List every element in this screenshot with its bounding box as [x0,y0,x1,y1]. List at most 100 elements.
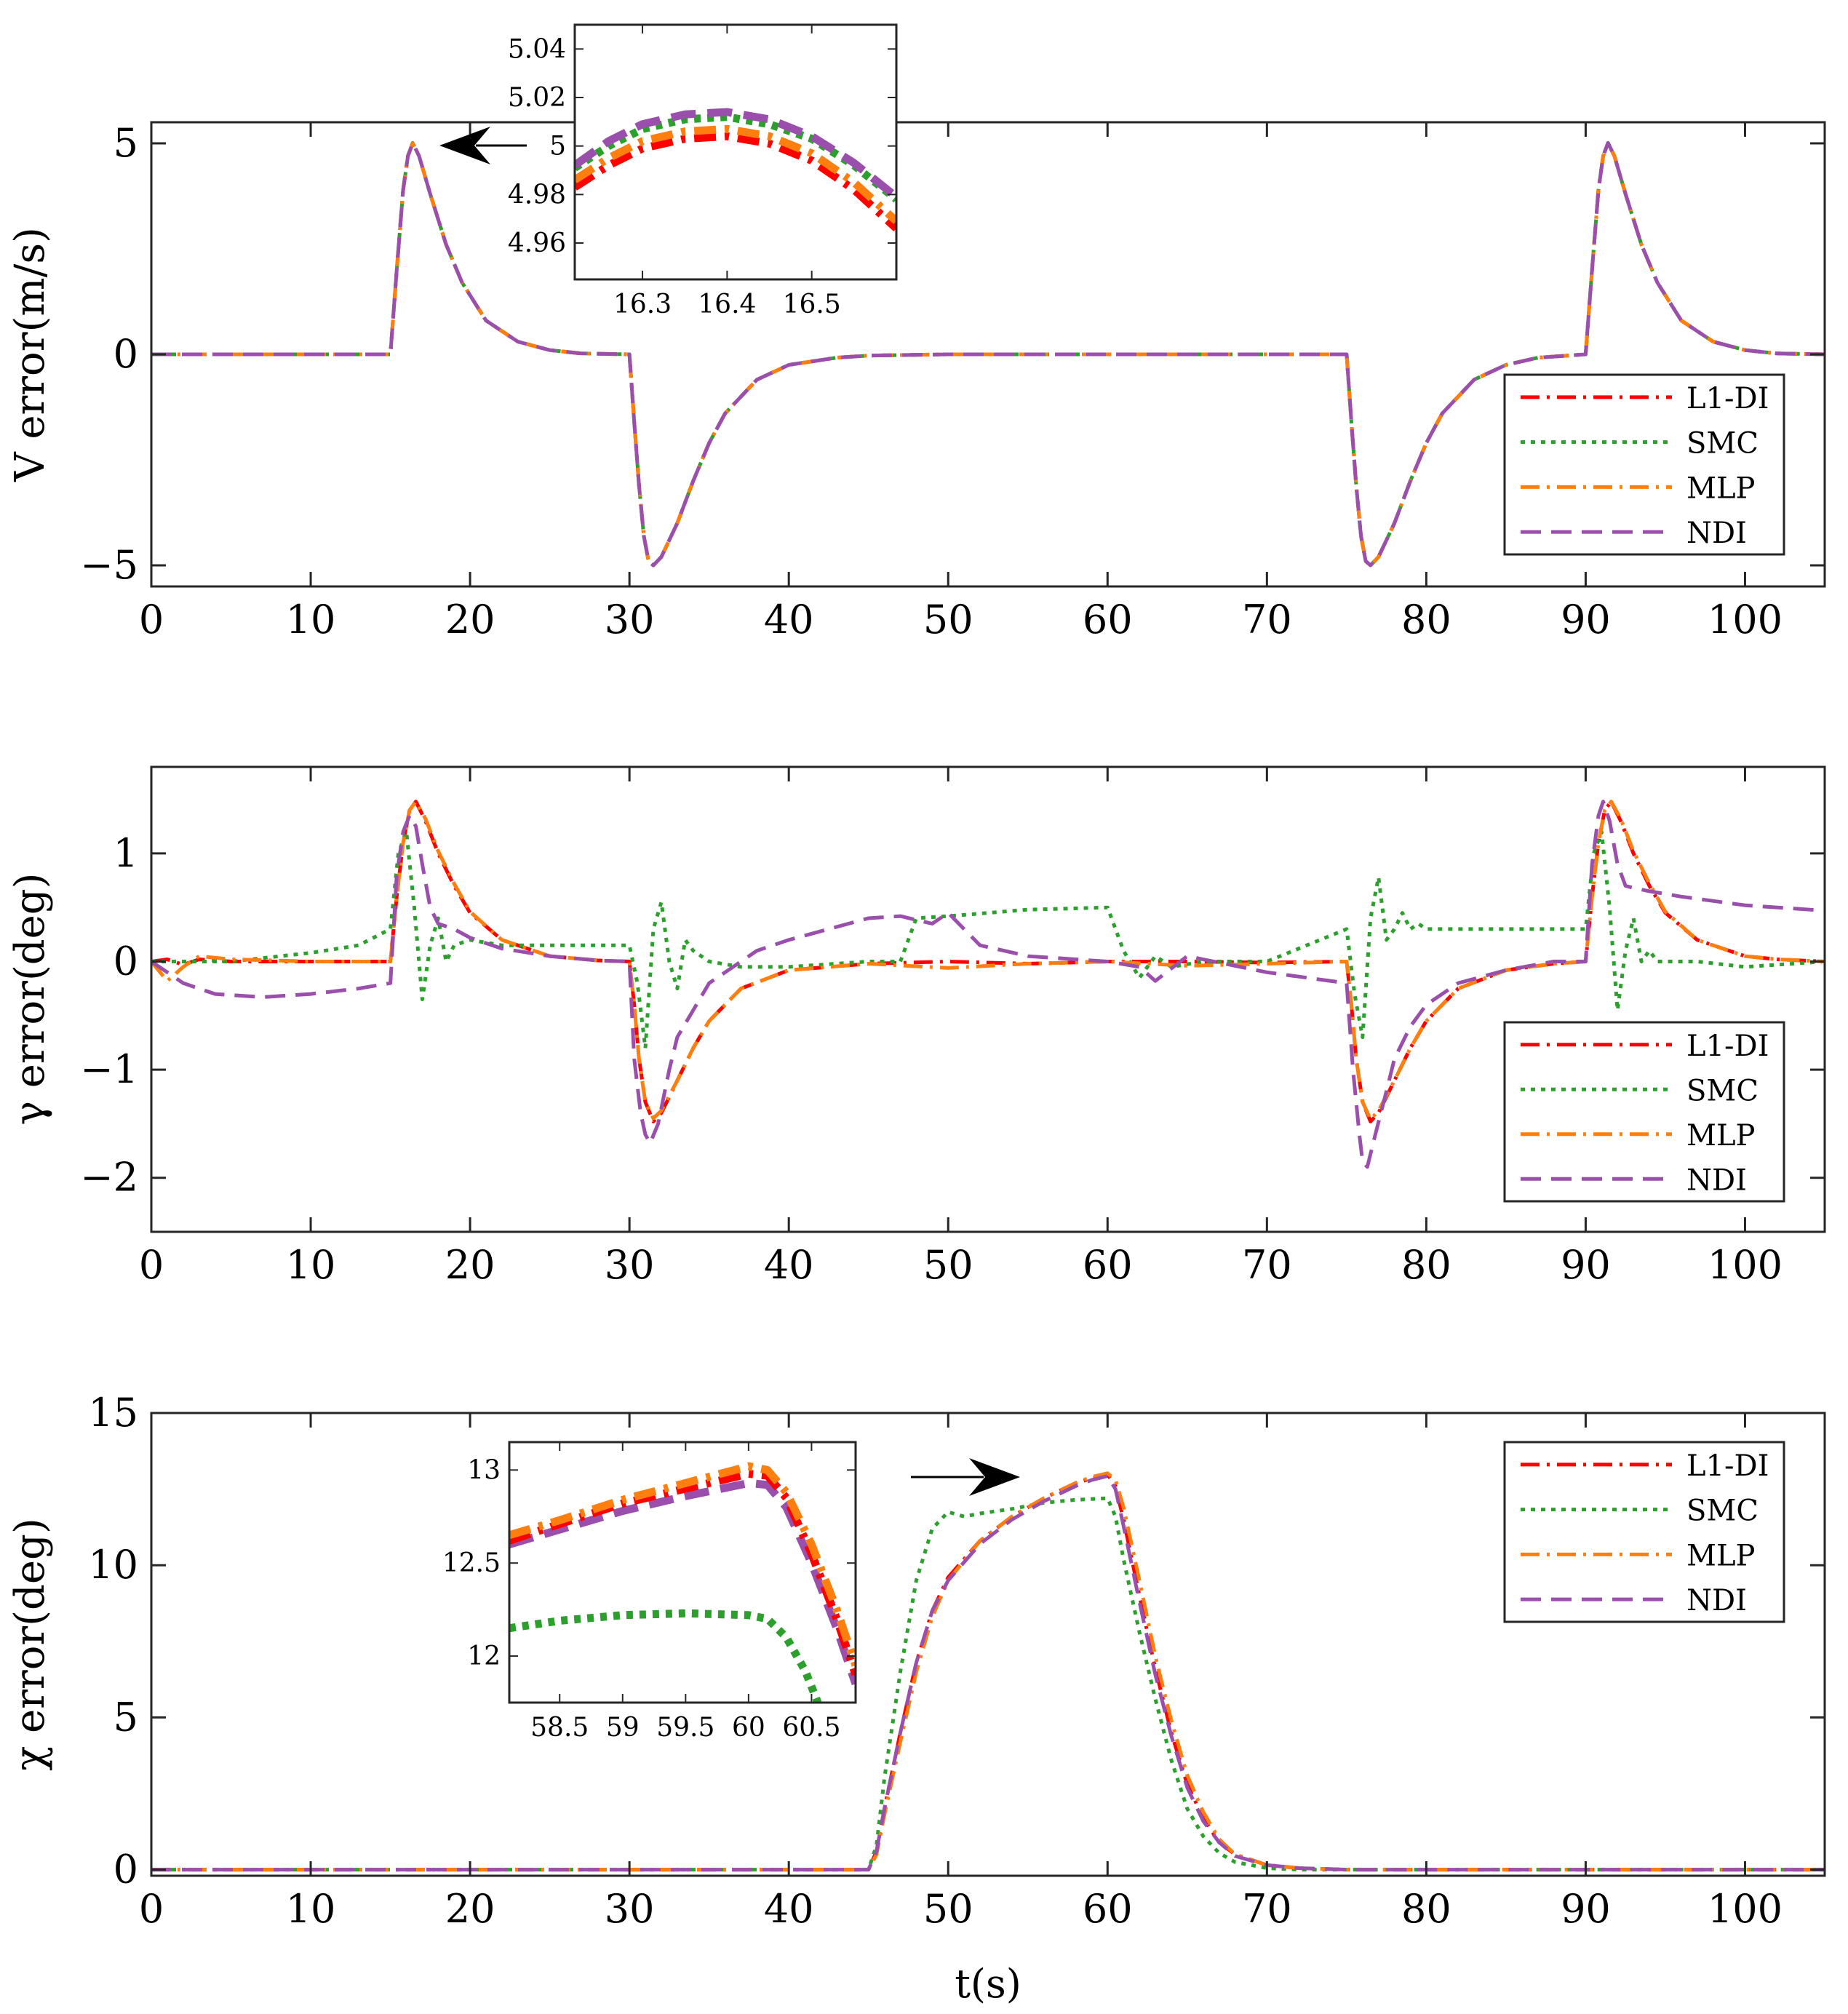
gamma-xtick-label: 70 [1242,1242,1292,1288]
v-legend-box [1503,373,1785,556]
gamma-legend-label-ndi: NDI [1686,1163,1747,1197]
v-inset-xtick-label: 16.3 [613,290,672,319]
chi-xtick-label: 0 [139,1886,164,1932]
chi-ytick-label: 0 [113,1847,138,1892]
v-legend-label-mlp: MLP [1686,471,1755,505]
v-xtick-label: 50 [923,597,973,642]
v-xtick-label: 30 [605,597,655,642]
chi-xtick-label: 10 [286,1886,336,1932]
gamma-legend-label-l1-di: L1-DI [1686,1030,1769,1063]
v-legend-label-ndi: NDI [1686,517,1747,550]
chi-series-ndi [151,1474,1825,1872]
chart-chi: 0 10 20 30 40 50 60 70 80 90 100 0 5 10 15 χ error(deg)… [7,1390,1826,1932]
chart-gamma: 0 10 20 30 40 50 60 70 80 90 100 −2 −1 0 1 γ error(deg)… [7,765,1826,1288]
gamma-y-axis-label: γ error(deg) [7,873,54,1126]
chi-legend-label-ndi: NDI [1686,1584,1747,1617]
gamma-axes-box [150,765,1826,1233]
gamma-ytick-label: −1 [80,1046,138,1092]
gamma-xtick-label: 40 [764,1242,814,1288]
chi-inset-series-smc [509,1609,822,1703]
chi-inset-xtick-label: 58.5 [530,1713,589,1743]
v-ytick-label: 0 [113,331,138,377]
chi-legend-label-smc: SMC [1686,1494,1759,1528]
gamma-legend-label-mlp: MLP [1686,1119,1755,1153]
v-inset-ytick-label: 4.98 [508,180,566,210]
v-xtick-label: 100 [1708,597,1783,642]
gamma-xtick-label: 30 [605,1242,655,1288]
chi-legend: L1-DI SMC MLP NDI [1503,1441,1785,1623]
gamma-xtick-label: 60 [1083,1242,1133,1288]
chi-xtick-label: 40 [764,1886,814,1932]
v-inset-box [573,23,898,281]
v-ytick-label: −5 [80,542,138,588]
chi-series-smc [151,1496,1825,1872]
v-xtick-label: 40 [764,597,814,642]
chi-xtick-label: 70 [1242,1886,1292,1932]
chi-xtick-label: 50 [923,1886,973,1932]
chi-inset-ytick-label: 13 [467,1455,501,1485]
chi-inset-xtick-label: 60 [732,1713,765,1743]
v-xtick-label: 0 [139,597,164,642]
v-inset-ytick-label: 4.96 [508,228,566,258]
gamma-xtick-label: 90 [1561,1242,1611,1288]
chi-inset-series-ndi [509,1478,856,1686]
v-xtick-label: 20 [445,597,495,642]
chi-inset-ytick-label: 12 [467,1641,501,1671]
v-ytick-label: 5 [113,120,138,166]
chi-xtick-label: 30 [605,1886,655,1932]
v-inset: 16.3 16.4 16.5 4.96 4.98 5 5.02 5.04 [508,23,898,319]
chi-ytick-label: 15 [88,1390,138,1436]
chi-ytick-label: 5 [113,1694,138,1740]
chi-inset-ytick-label: 12.5 [442,1548,501,1578]
chi-legend-label-l1-di: L1-DI [1686,1449,1769,1483]
v-inset-ytick-label: 5.04 [508,34,566,64]
x-axis-label: t(s) [955,1961,1021,2007]
gamma-ytick-label: 0 [113,938,138,984]
v-y-axis-label: V error(m/s) [7,227,54,482]
gamma-ytick-label: −2 [80,1155,138,1201]
gamma-legend: L1-DI SMC MLP NDI [1503,1021,1785,1203]
chi-axes-box [150,1412,1826,1877]
v-inset-series-mlp [575,124,896,225]
v-xtick-label: 10 [286,597,336,642]
gamma-xtick-label: 20 [445,1242,495,1288]
v-xtick-label: 60 [1083,597,1133,642]
v-series-ndi [151,140,1825,568]
v-legend: L1-DI SMC MLP NDI [1503,373,1785,556]
chi-xtick-label: 80 [1401,1886,1451,1932]
v-inset-ytick-label: 5.02 [508,83,566,113]
chi-inset: 58.5 59 59.5 60 60.5 12 12.5 13 [442,1441,857,1743]
v-xtick-label: 70 [1242,597,1292,642]
gamma-xtick-label: 80 [1401,1242,1451,1288]
v-xtick-label: 90 [1561,597,1611,642]
v-inset-xtick-label: 16.4 [698,290,756,319]
chi-inset-xtick-label: 59 [606,1713,640,1743]
chi-zoom-arrow-head [969,1458,1020,1496]
gamma-legend-box [1503,1021,1785,1203]
v-inset-series-ndi [575,108,896,200]
chi-y-axis-label: χ error(deg) [7,1518,54,1770]
gamma-series-ndi [151,800,1825,1169]
gamma-xtick-label: 50 [923,1242,973,1288]
gamma-xtick-label: 10 [286,1242,336,1288]
gamma-xtick-label: 0 [139,1242,164,1288]
chi-xtick-label: 90 [1561,1886,1611,1932]
chi-inset-xtick-label: 60.5 [782,1713,840,1743]
gamma-xtick-label: 100 [1708,1242,1783,1288]
chi-legend-label-mlp: MLP [1686,1539,1755,1572]
chi-xtick-label: 60 [1083,1886,1133,1932]
v-inset-series-l1-di [575,132,896,232]
v-zoom-arrow-head [439,127,490,164]
chi-ytick-label: 10 [88,1542,138,1588]
v-inset-series-smc [575,113,896,203]
v-inset-ytick-label: 5 [549,132,566,162]
gamma-series-mlp [151,800,1825,1121]
chi-inset-box [508,1441,857,1704]
chi-legend-box [1503,1441,1785,1623]
v-legend-label-l1-di: L1-DI [1686,382,1769,415]
chi-inset-xtick-label: 59.5 [656,1713,714,1743]
v-xtick-label: 80 [1401,597,1451,642]
